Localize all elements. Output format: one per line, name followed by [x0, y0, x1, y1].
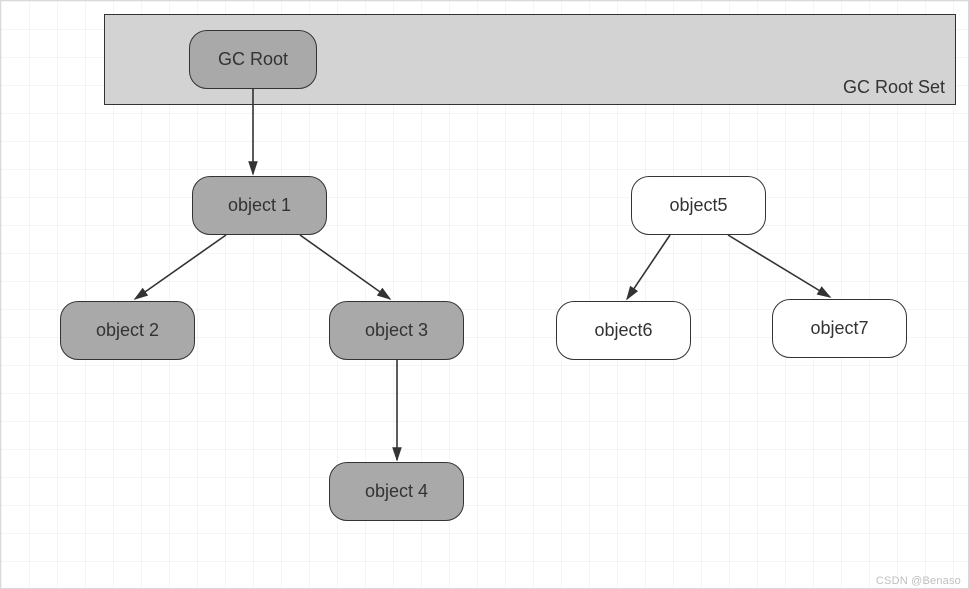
node-label: object 2: [96, 320, 159, 341]
node-label: object 1: [228, 195, 291, 216]
object1-node: object 1: [192, 176, 327, 235]
node-label: object 3: [365, 320, 428, 341]
object6-node: object6: [556, 301, 691, 360]
node-label: GC Root: [218, 49, 288, 70]
object5-node: object5: [631, 176, 766, 235]
node-label: object 4: [365, 481, 428, 502]
edge-object5-to-object7: [728, 235, 830, 297]
node-label: object7: [810, 318, 868, 339]
gc-root-set-label: GC Root Set: [843, 77, 945, 98]
object3-node: object 3: [329, 301, 464, 360]
object4-node: object 4: [329, 462, 464, 521]
node-label: object6: [594, 320, 652, 341]
object2-node: object 2: [60, 301, 195, 360]
edge-object1-to-object3: [300, 235, 390, 299]
node-label: object5: [669, 195, 727, 216]
edge-object1-to-object2: [135, 235, 226, 299]
diagram-canvas: GC Root Set GC Root object 1 object 2 ob…: [0, 0, 969, 589]
object7-node: object7: [772, 299, 907, 358]
edge-object5-to-object6: [627, 235, 670, 299]
watermark: CSDN @Benaso: [876, 575, 961, 587]
gc-root-node: GC Root: [189, 30, 317, 89]
